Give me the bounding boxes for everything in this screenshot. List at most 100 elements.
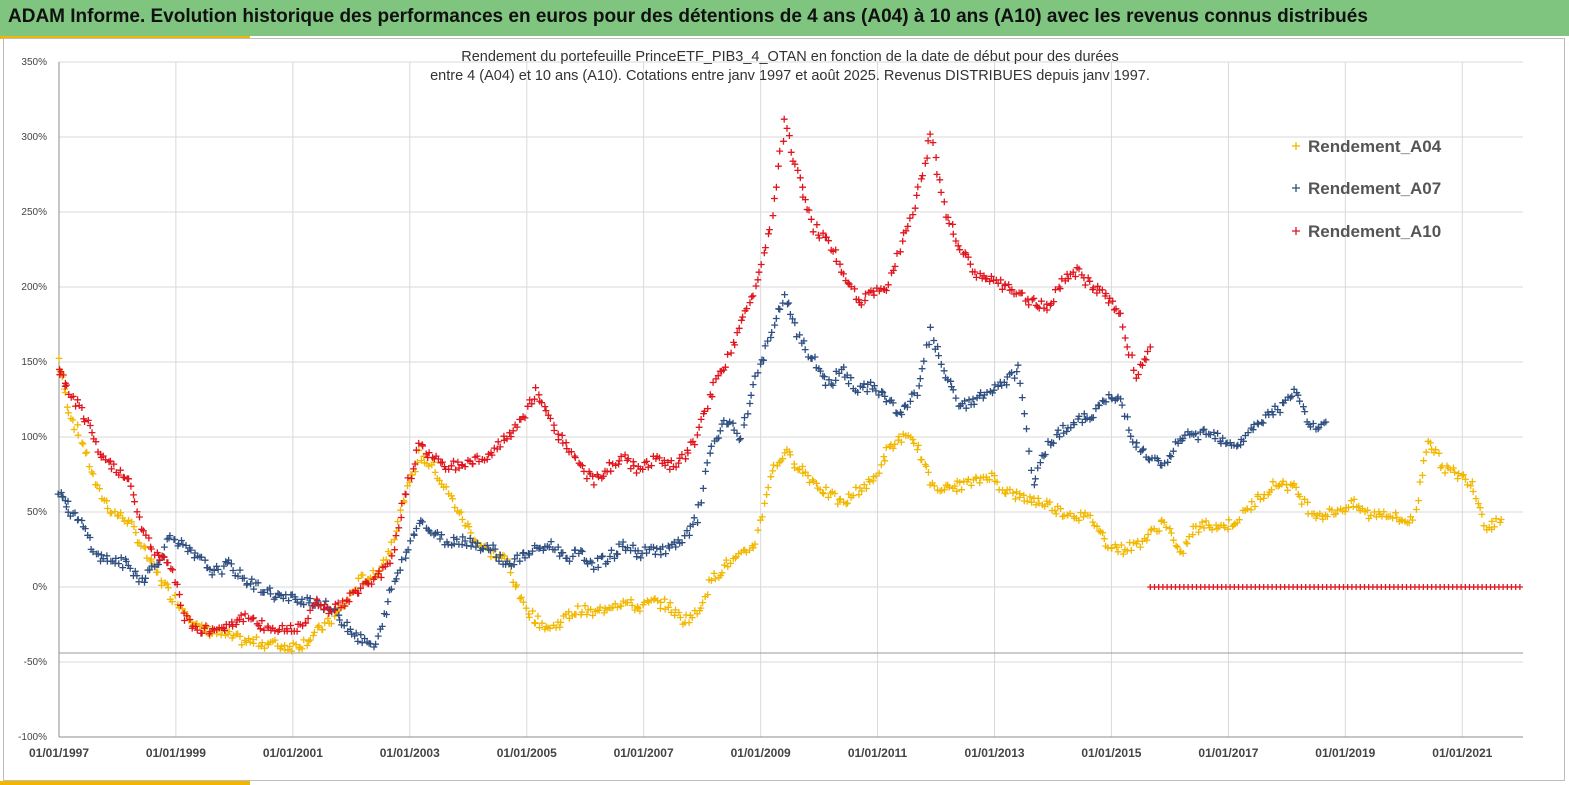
- data-point: [96, 485, 103, 493]
- data-point: [844, 279, 852, 287]
- data-point: [86, 422, 94, 429]
- data-point: [1043, 497, 1051, 505]
- data-point: [1051, 507, 1059, 514]
- data-point: [628, 602, 636, 609]
- data-point: [183, 612, 191, 620]
- data-point: [531, 395, 538, 403]
- data-point: [179, 541, 187, 548]
- data-point: [1080, 410, 1088, 418]
- data-point: [704, 405, 712, 412]
- data-point: [840, 363, 848, 371]
- data-point: [1441, 469, 1449, 477]
- data-point: [1133, 439, 1141, 447]
- data-point: [921, 160, 929, 167]
- data-point: [690, 514, 698, 522]
- data-point: [141, 578, 148, 586]
- data-point: [845, 380, 852, 387]
- data-point: [404, 546, 412, 554]
- data-point: [173, 581, 181, 588]
- data-point: [956, 246, 964, 254]
- data-point: [694, 519, 701, 526]
- data-point: [583, 611, 591, 618]
- data-point: [882, 444, 890, 451]
- data-point: [184, 548, 192, 555]
- data-point: [644, 463, 652, 471]
- data-point: [1098, 286, 1106, 294]
- x-tick-label: 01/01/2007: [614, 746, 674, 760]
- data-point: [694, 431, 701, 439]
- data-point: [1124, 413, 1131, 421]
- data-point: [434, 529, 441, 536]
- data-point: [459, 516, 466, 523]
- data-point: [764, 484, 772, 491]
- data-point: [394, 518, 402, 525]
- data-point: [1032, 475, 1039, 483]
- data-point: [1244, 429, 1252, 436]
- data-point: [521, 414, 529, 422]
- data-point: [469, 460, 477, 468]
- accent-bar-top: [0, 36, 250, 39]
- data-point: [119, 514, 127, 522]
- data-point: [1219, 434, 1227, 442]
- data-point: [779, 299, 787, 307]
- x-tick-label: 01/01/2017: [1198, 746, 1258, 760]
- data-point: [1314, 425, 1322, 433]
- data-point: [682, 455, 689, 463]
- data-point: [1044, 438, 1052, 445]
- data-point: [115, 560, 123, 567]
- data-point: [298, 595, 306, 603]
- data-point: [1128, 351, 1136, 359]
- data-point: [229, 567, 237, 574]
- data-point: [1254, 491, 1262, 498]
- data-point: [1084, 274, 1092, 282]
- data-point: [1350, 496, 1358, 503]
- y-tick-label: 50%: [27, 507, 47, 518]
- data-point: [176, 591, 183, 598]
- data-point: [250, 640, 257, 647]
- data-point: [786, 448, 793, 456]
- data-point: [944, 376, 952, 384]
- data-point: [240, 574, 248, 582]
- data-point: [529, 607, 536, 615]
- data-point: [1021, 410, 1028, 418]
- data-point: [754, 526, 762, 534]
- data-point: [260, 589, 268, 596]
- data-point: [181, 608, 189, 615]
- data-point: [747, 391, 755, 399]
- data-point: [708, 577, 715, 584]
- data-point: [769, 212, 777, 219]
- data-point: [739, 313, 746, 321]
- data-point: [298, 645, 306, 653]
- data-point: [250, 614, 257, 622]
- data-point: [667, 457, 675, 464]
- data-point: [867, 378, 874, 386]
- data-point: [110, 460, 118, 468]
- data-point: [1145, 455, 1152, 463]
- data-point: [250, 585, 258, 593]
- data-point: [1279, 477, 1287, 485]
- data-point: [914, 392, 921, 399]
- data-point: [487, 547, 494, 554]
- data-point: [796, 174, 804, 182]
- data-point: [891, 263, 899, 270]
- data-point: [1140, 445, 1147, 453]
- data-point: [875, 469, 883, 477]
- data-point: [1199, 426, 1207, 434]
- data-point: [1141, 355, 1148, 363]
- data-point: [926, 130, 934, 138]
- data-point: [977, 389, 984, 396]
- data-point: [1492, 515, 1500, 523]
- data-point: [1476, 504, 1484, 512]
- data-point: [131, 567, 139, 575]
- x-tick-label: 01/01/2019: [1315, 746, 1375, 760]
- data-point: [377, 574, 385, 581]
- data-point: [513, 581, 521, 589]
- data-point: [1251, 503, 1259, 510]
- data-point: [937, 360, 945, 368]
- data-point: [140, 543, 148, 550]
- data-point: [897, 248, 904, 256]
- data-point: [1166, 525, 1174, 532]
- data-point: [119, 564, 127, 571]
- data-point: [104, 505, 111, 512]
